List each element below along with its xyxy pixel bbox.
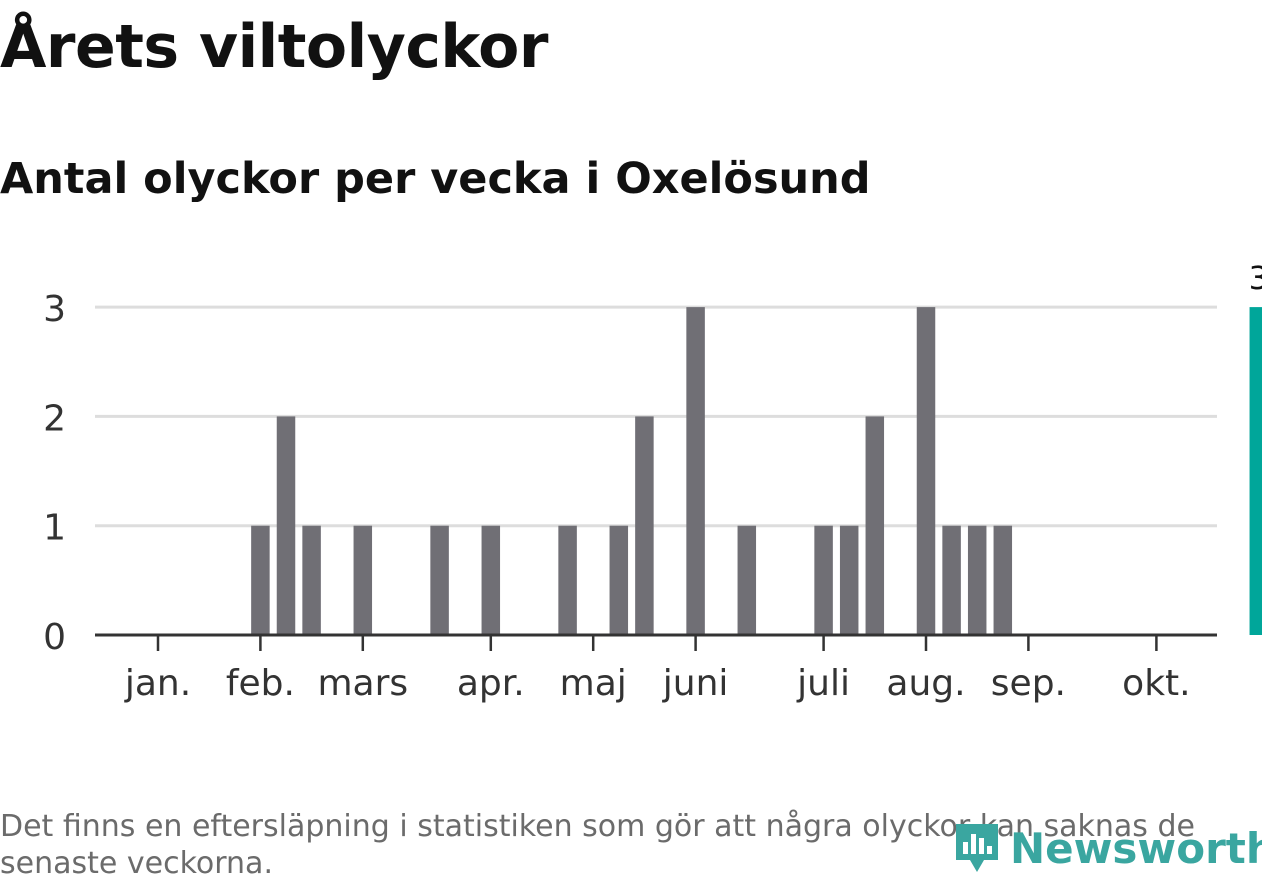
- bar: [737, 525, 757, 635]
- bar: [276, 416, 296, 635]
- x-axis-ticks: jan. feb. mars apr. maj juni juli aug. sep. okt.: [124, 635, 1191, 704]
- brand-name: Newsworthy: [1010, 823, 1262, 873]
- chart-title: Årets viltolyckor: [0, 12, 549, 82]
- gridlines: [95, 305, 1217, 528]
- bar: [916, 307, 936, 635]
- x-tick-label: aug.: [886, 663, 965, 704]
- bars: [251, 307, 1262, 635]
- y-tick-label: 0: [43, 617, 66, 658]
- x-tick-label: juni: [662, 663, 729, 704]
- data-label: 3: [1249, 259, 1262, 297]
- y-tick-label: 2: [43, 398, 66, 439]
- bar-chart: 0 1 2 3 jan. feb. mars apr. maj juni juli aug. sep.…: [43, 259, 1262, 704]
- bar: [967, 525, 987, 635]
- bar: [839, 525, 859, 635]
- brand-logo: Newsworthy: [952, 820, 1262, 876]
- bar: [686, 307, 705, 635]
- bar: [302, 525, 321, 635]
- y-tick-label: 1: [43, 508, 66, 549]
- bar-highlight: [1249, 307, 1262, 635]
- bar: [865, 416, 885, 635]
- x-tick-label: sep.: [991, 663, 1066, 704]
- newsworthy-logo-icon: [956, 824, 998, 872]
- bar: [251, 525, 270, 635]
- y-tick-label: 3: [43, 289, 66, 330]
- x-tick-label: maj: [560, 663, 627, 704]
- bar: [558, 525, 577, 635]
- bar: [942, 525, 961, 635]
- bar: [609, 525, 629, 635]
- x-tick-label: apr.: [457, 663, 525, 704]
- x-tick-label: jan.: [124, 663, 191, 704]
- x-tick-label: mars: [317, 663, 408, 704]
- bar: [814, 525, 833, 635]
- x-tick-label: okt.: [1122, 663, 1190, 704]
- y-axis-ticks: 0 1 2 3: [43, 289, 66, 658]
- bar: [353, 525, 373, 635]
- data-labels: 3: [1249, 259, 1262, 297]
- chart-subtitle: Antal olyckor per vecka i Oxelösund: [0, 154, 871, 204]
- bar: [993, 525, 1013, 635]
- x-tick-label: juli: [796, 663, 850, 704]
- bar: [481, 525, 501, 635]
- bar: [430, 525, 449, 635]
- bar: [635, 416, 654, 635]
- x-tick-label: feb.: [226, 663, 295, 704]
